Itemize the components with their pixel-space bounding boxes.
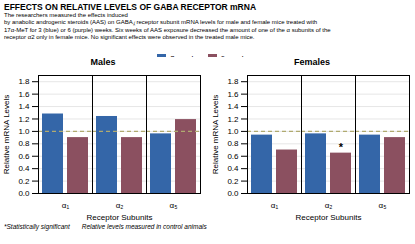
html-text:The researchers measured the e: The researchers measured the effects ind… [4, 12, 331, 40]
svg-text:1.8: 1.8 [18, 77, 30, 86]
svg-text:α₅: α₅ [170, 201, 178, 210]
html-text:*Statistically significant: *Statistically significant [4, 223, 70, 231]
svg-text:α₁: α₁ [62, 201, 70, 210]
svg-text:*: * [339, 141, 344, 153]
svg-text:0.2: 0.2 [18, 177, 30, 186]
svg-text:1.4: 1.4 [18, 102, 30, 111]
svg-text:Receptor Subunits: Receptor Subunits [87, 213, 153, 222]
html-text:Males: Males [90, 57, 116, 68]
svg-text:1.2: 1.2 [18, 115, 30, 124]
html-text:EFFECTS ON RELATIVE LEVELS OF: EFFECTS ON RELATIVE LEVELS OF GABA RECEP… [4, 2, 256, 12]
svg-text:0.0: 0.0 [227, 189, 239, 198]
svg-text:α₂: α₂ [325, 201, 333, 210]
svg-text:0.4: 0.4 [227, 164, 239, 173]
svg-text:1.8: 1.8 [227, 77, 239, 86]
svg-text:0.2: 0.2 [227, 177, 239, 186]
html-text:Relative levels measured in co: Relative levels measured in control anim… [81, 223, 207, 231]
svg-text:Relative mRNA Levels: Relative mRNA Levels [211, 95, 220, 175]
svg-text:0.0: 0.0 [18, 189, 30, 198]
svg-text:1.2: 1.2 [227, 115, 239, 124]
svg-text:0.6: 0.6 [227, 152, 239, 161]
svg-text:0.8: 0.8 [18, 140, 30, 149]
svg-text:0.8: 0.8 [227, 140, 239, 149]
svg-text:1.0: 1.0 [18, 127, 30, 136]
svg-text:0.6: 0.6 [18, 152, 30, 161]
svg-text:1.6: 1.6 [227, 90, 239, 99]
svg-text:Relative mRNA Levels: Relative mRNA Levels [2, 95, 11, 175]
svg-text:0.4: 0.4 [18, 164, 30, 173]
svg-text:1.4: 1.4 [227, 102, 239, 111]
svg-text:1.6: 1.6 [18, 90, 30, 99]
svg-text:Receptor Subunits: Receptor Subunits [296, 213, 362, 222]
svg-text:α₅: α₅ [379, 201, 387, 210]
svg-text:1.0: 1.0 [227, 127, 239, 136]
svg-text:α₁: α₁ [271, 201, 279, 210]
svg-text:α₂: α₂ [116, 201, 124, 210]
html-text:Females: Females [294, 57, 330, 68]
